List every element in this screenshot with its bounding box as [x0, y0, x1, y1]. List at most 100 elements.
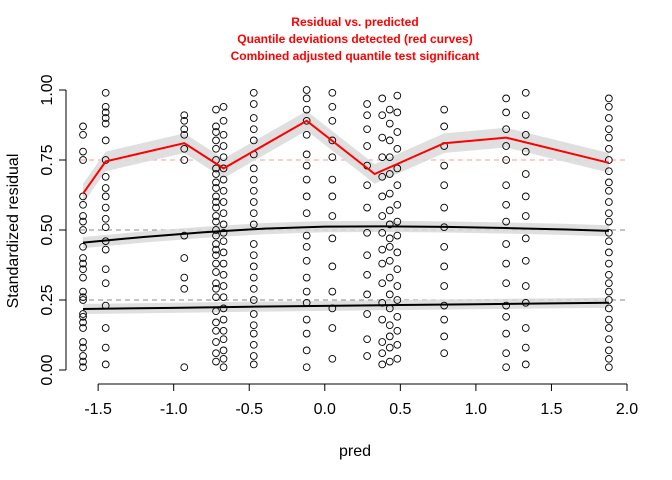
residual-point — [605, 279, 613, 288]
residual-point — [249, 360, 258, 369]
residual-point — [393, 340, 402, 349]
residual-point — [101, 324, 110, 332]
residual-point — [219, 198, 228, 206]
residual-points — [79, 86, 613, 372]
residual-point — [302, 329, 311, 338]
residual-point — [378, 245, 387, 254]
residual-point — [378, 349, 387, 358]
residual-point — [393, 354, 402, 363]
residual-point — [521, 130, 530, 139]
residual-point — [180, 130, 189, 139]
residual-point — [393, 108, 402, 117]
residual-point — [212, 203, 220, 212]
residual-point — [521, 282, 530, 290]
residual-point — [79, 310, 87, 318]
residual-point — [605, 304, 613, 313]
residual-point — [328, 136, 337, 145]
residual-point — [502, 108, 510, 117]
residual-point — [79, 242, 87, 251]
residual-point — [212, 338, 220, 346]
residual-point — [605, 315, 613, 324]
residual-point — [605, 167, 613, 176]
residual-point — [363, 181, 371, 190]
residual-point — [393, 282, 402, 290]
residual-point — [79, 318, 87, 327]
residual-point — [180, 273, 189, 282]
residual-point — [385, 119, 394, 128]
residual-point — [249, 310, 258, 318]
residual-point — [302, 363, 311, 372]
residual-point — [249, 273, 258, 282]
residual-point — [440, 315, 449, 324]
residual-point — [101, 214, 110, 223]
residual-point — [605, 125, 613, 134]
residual-point — [79, 312, 87, 321]
residual-point — [502, 156, 510, 164]
residual-point — [605, 94, 613, 103]
residual-point — [219, 209, 228, 218]
residual-point — [605, 228, 613, 237]
residual-point — [212, 240, 220, 248]
x-tick-label: 1.0 — [465, 401, 487, 418]
residual-point — [521, 88, 530, 97]
x-tick-label: 0.0 — [314, 401, 336, 418]
x-tick-label: 0.5 — [389, 401, 411, 418]
residual-point — [378, 153, 387, 162]
residual-point — [219, 293, 228, 302]
residual-point — [440, 122, 449, 131]
residual-point — [440, 203, 449, 212]
title-line-1: Residual vs. predicted — [291, 15, 418, 29]
residual-point — [385, 220, 394, 229]
residual-point — [385, 290, 394, 299]
residual-point — [219, 304, 228, 313]
residual-point — [605, 363, 613, 372]
residual-point — [521, 256, 530, 265]
residual-point — [440, 332, 449, 341]
residual-point — [212, 293, 220, 302]
residual-point — [249, 321, 258, 330]
residual-point — [101, 114, 110, 122]
residual-point — [502, 363, 510, 372]
y-axis: 0.00 0.25 0.50 0.75 1.00 — [39, 74, 67, 386]
y-tick-label: 1.00 — [39, 74, 56, 105]
residual-point — [502, 312, 510, 321]
residual-point — [385, 273, 394, 282]
residual-point — [79, 296, 87, 304]
residual-point — [302, 150, 311, 159]
residual-point — [502, 259, 510, 268]
x-axis: -1.5 -1.0 -0.5 0.0 0.5 1.0 1.5 2.0 — [84, 383, 638, 418]
residual-point — [605, 335, 613, 344]
residual-point — [79, 343, 87, 352]
residual-point — [79, 265, 87, 274]
residual-point — [219, 363, 228, 372]
residual-point — [302, 86, 311, 94]
residual-point — [378, 279, 387, 288]
residual-point — [212, 268, 220, 276]
residual-point — [79, 338, 87, 346]
residual-point — [249, 240, 258, 248]
residual-point — [79, 259, 87, 268]
residual-point — [363, 270, 371, 279]
residual-point — [605, 346, 613, 355]
residual-point — [212, 226, 220, 234]
residual-point — [249, 88, 258, 97]
residual-point — [605, 178, 613, 187]
residual-point — [249, 125, 258, 134]
residual-point — [393, 128, 402, 136]
x-tick-label: -0.5 — [235, 401, 263, 418]
residual-point — [79, 147, 87, 156]
residual-point — [363, 352, 371, 360]
residual-point — [180, 125, 189, 134]
residual-point — [440, 242, 449, 251]
residual-point — [440, 161, 449, 170]
confidence-bands — [83, 111, 609, 314]
residual-point — [302, 161, 311, 170]
residual-point — [521, 324, 530, 332]
residual-point — [385, 170, 394, 178]
residual-point — [249, 164, 258, 173]
residual-point — [212, 128, 220, 136]
residual-point — [521, 212, 530, 220]
residual-point — [363, 142, 371, 150]
residual-point — [219, 270, 228, 279]
